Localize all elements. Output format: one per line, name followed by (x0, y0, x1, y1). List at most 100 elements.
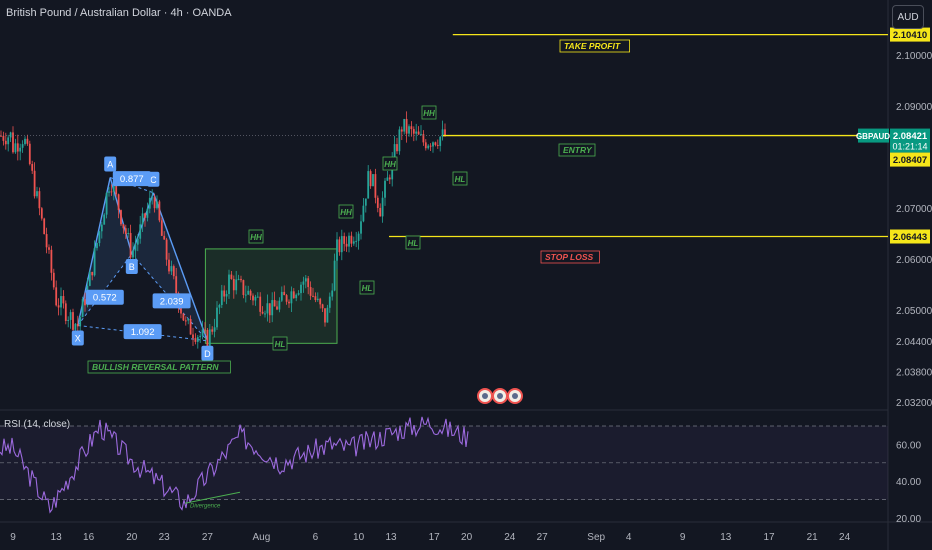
candle-body (12, 132, 14, 153)
time-tick-label: 10 (353, 532, 365, 543)
candle-body (340, 236, 343, 253)
candle-body (415, 131, 418, 134)
time-tick-label: 13 (720, 532, 732, 543)
candle-body (67, 319, 70, 321)
candle-body (321, 304, 324, 309)
candle-body (96, 243, 98, 249)
candle-body (348, 235, 350, 247)
structure-label: HL (408, 239, 419, 248)
pattern-point-bg (104, 156, 117, 172)
candle-body (352, 241, 355, 244)
candle-body (72, 312, 74, 330)
candle-body (115, 185, 118, 195)
structure-label-box (452, 171, 468, 186)
entry-label: ENTRY (563, 145, 593, 155)
pattern-point-bg (71, 330, 84, 346)
candle-body (218, 305, 221, 308)
candle-body (213, 327, 216, 332)
candle-body (434, 142, 437, 145)
candle-body (156, 201, 158, 209)
candle-body (16, 143, 19, 152)
candle-body (40, 208, 43, 219)
candle-body (424, 142, 427, 149)
candle-body (244, 294, 247, 296)
time-tick-label: 13 (51, 532, 63, 543)
divergence-label: Divergence (190, 503, 221, 509)
candle-body (136, 238, 139, 245)
ratio-label-bg (85, 289, 124, 305)
time-tick-label: 21 (807, 532, 819, 543)
structure-label: HH (423, 109, 435, 118)
candle-body (153, 197, 156, 209)
candle-body (338, 239, 341, 253)
candle-body (158, 201, 161, 221)
ratio-label: 2.039 (160, 296, 184, 307)
candle-body (396, 144, 398, 152)
candle-body (357, 233, 360, 241)
candle-body (398, 129, 401, 152)
candle-body (393, 144, 396, 158)
candle-body (324, 308, 326, 323)
candle-body (439, 136, 442, 146)
candle-body (127, 232, 130, 234)
last-price-badge-bg (890, 128, 930, 153)
candle-body (105, 192, 108, 215)
candle-body (170, 266, 173, 272)
candle-body (276, 306, 278, 310)
candle-body (19, 147, 22, 152)
time-tick-label: 20 (126, 532, 138, 543)
candle-body (184, 320, 187, 322)
rsi-tick-label: 20.00 (896, 514, 921, 525)
candle-body (249, 290, 252, 296)
candle-body (266, 303, 269, 314)
candle-body (379, 207, 382, 217)
candle-body (91, 271, 94, 276)
candle-body (427, 145, 430, 149)
time-tick-label: Aug (253, 532, 271, 543)
candle-body (88, 271, 91, 286)
time-tick-label: 24 (504, 532, 516, 543)
currency-button[interactable]: AUD (892, 5, 924, 29)
candle-body (168, 259, 170, 272)
candle-body (362, 205, 365, 222)
candle-body (172, 266, 175, 277)
price-tick-label: 2.03200 (896, 398, 932, 409)
stop-loss-price-badge: 2.06443 (893, 232, 927, 243)
candle-body (314, 296, 317, 301)
candle-body (328, 296, 331, 308)
candle-body (302, 281, 305, 285)
pattern-leg (152, 192, 209, 342)
take-profit-label: TAKE PROFIT (564, 41, 621, 51)
candle-body (139, 224, 142, 239)
time-tick-label: 20 (461, 532, 473, 543)
candle-body (52, 272, 55, 288)
pattern-point-label: C (150, 175, 157, 185)
candle-body (336, 239, 338, 261)
candle-body (208, 329, 211, 350)
candle-body (240, 278, 242, 281)
candle-body (283, 291, 286, 296)
pattern-point-label: X (75, 333, 81, 343)
candle-body (43, 218, 46, 235)
ratio-label: 0.572 (93, 293, 117, 304)
event-icon-center (482, 393, 488, 399)
pattern-point-bg (125, 259, 138, 275)
candle-body (316, 298, 319, 301)
candle-body (374, 174, 377, 198)
candle-body (21, 144, 24, 148)
candle-body (160, 220, 163, 236)
candle-body (273, 300, 276, 307)
structure-label-box (272, 336, 288, 351)
pattern-point-bg (201, 345, 214, 361)
candle-body (343, 236, 346, 244)
structure-label: HL (455, 175, 466, 184)
candle-body (381, 197, 384, 217)
candle-body (84, 299, 86, 306)
candle-body (319, 298, 322, 305)
ratio-label: 0.877 (120, 174, 144, 185)
pattern-ratio-line (77, 324, 208, 342)
candle-body (292, 291, 295, 299)
structure-label: HH (384, 160, 396, 169)
candle-body (412, 129, 415, 134)
